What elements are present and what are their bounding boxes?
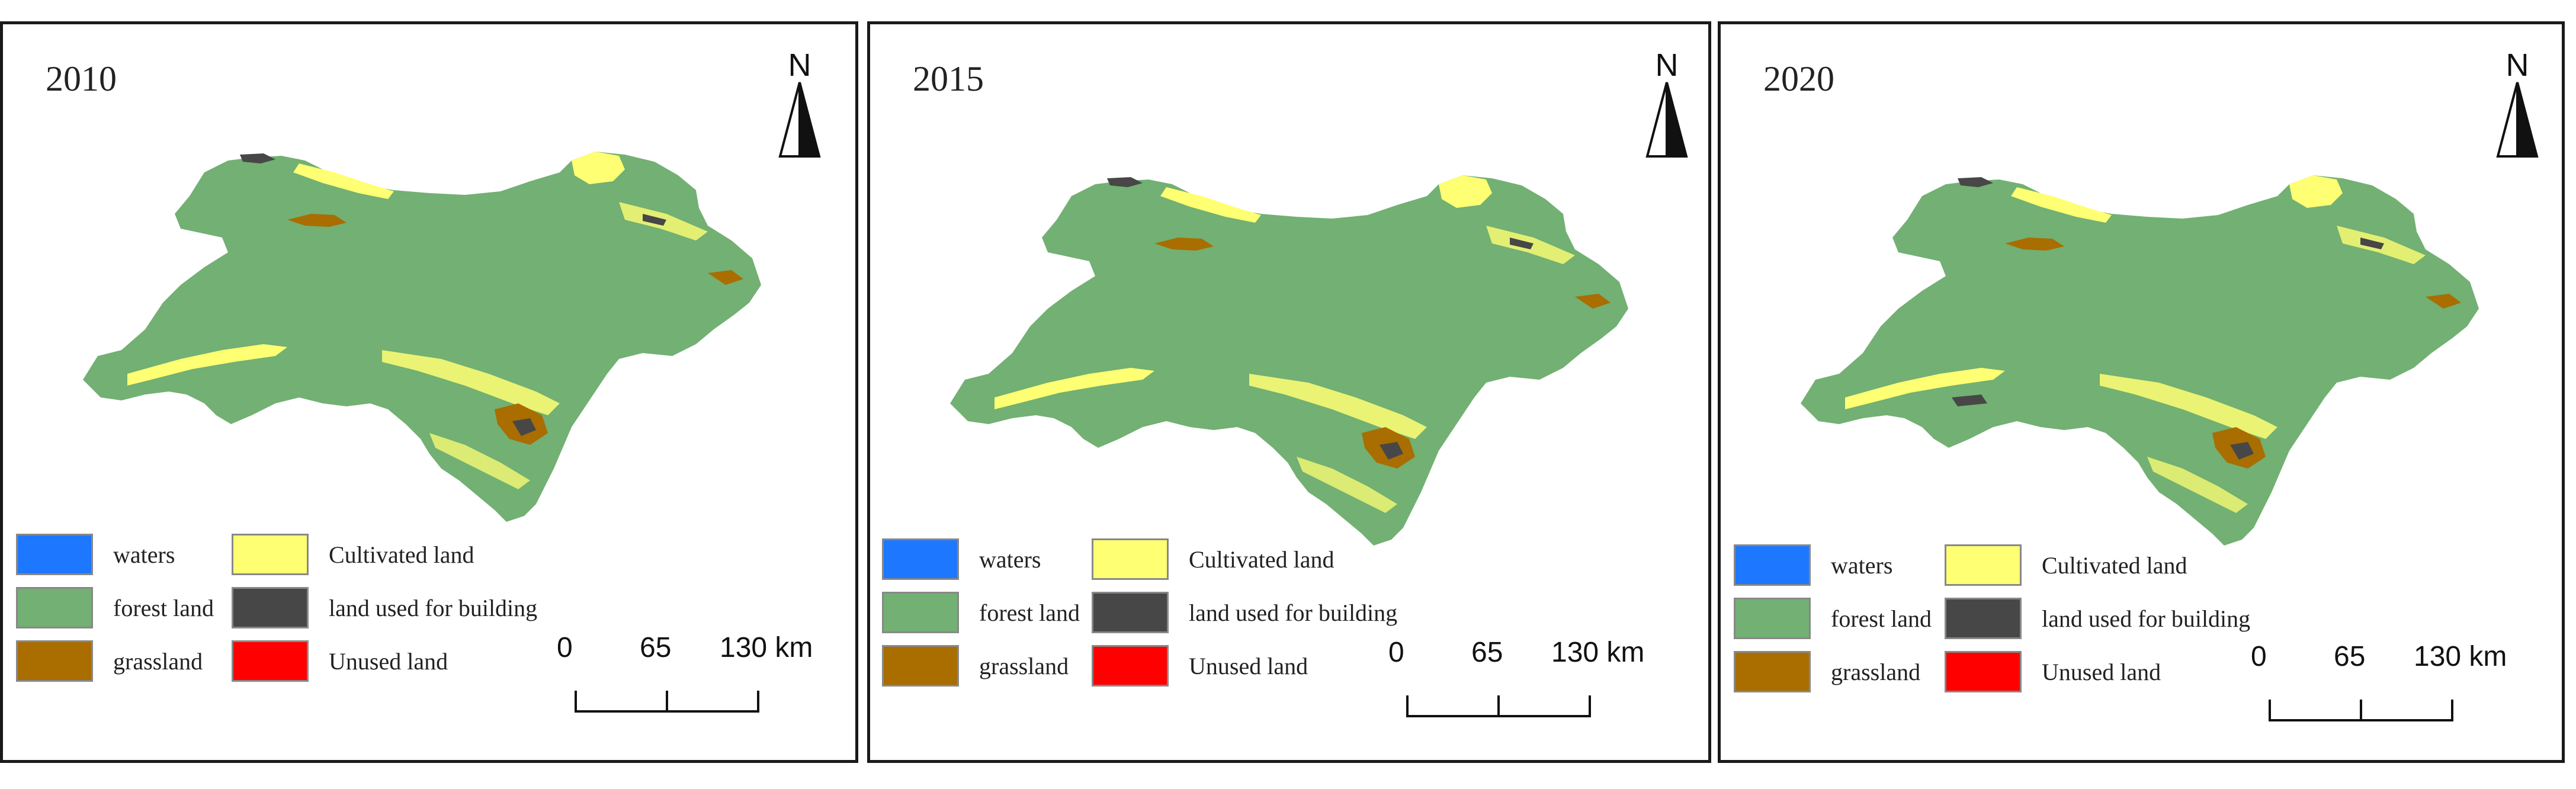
scale-bar: 0 65 130 km xyxy=(2251,640,2507,729)
legend-label: grassland xyxy=(979,652,1069,679)
legend-swatch xyxy=(16,640,93,682)
legend-label: Unused land xyxy=(2042,658,2161,685)
legend-swatch xyxy=(882,592,959,633)
scale-label-65: 65 xyxy=(2334,641,2366,672)
panel-year-label: 2010 xyxy=(46,59,117,98)
scale-label-65: 65 xyxy=(640,632,672,663)
legend-item-unused: Unused land xyxy=(1092,645,1308,687)
legend-swatch xyxy=(16,587,93,628)
legend-swatch xyxy=(1734,651,1811,692)
scale-label-130: 130 km xyxy=(1551,637,1645,668)
map-panel-2020: 2020 N waters forest land grassland Cult… xyxy=(1718,21,2565,763)
legend-swatch xyxy=(232,587,309,628)
scale-bar: 0 65 130 km xyxy=(1388,636,1644,725)
legend-swatch xyxy=(1945,651,2022,692)
scale-label-0: 0 xyxy=(557,632,573,663)
north-arrow-icon: N xyxy=(773,47,826,165)
legend-label: grassland xyxy=(1831,658,1921,685)
scale-label-0: 0 xyxy=(1388,637,1404,668)
legend-label: land used for building xyxy=(329,594,538,621)
land-use-map-2020 xyxy=(1801,175,2479,546)
legend-item-forest: forest land xyxy=(1734,598,1932,639)
north-letter: N xyxy=(1655,47,1679,83)
legend-label: Unused land xyxy=(1189,652,1308,679)
north-letter: N xyxy=(788,47,811,83)
north-letter: N xyxy=(2506,47,2529,83)
legend-swatch xyxy=(1734,598,1811,639)
legend-item-unused: Unused land xyxy=(232,640,448,682)
scale-label-130: 130 km xyxy=(2414,641,2507,672)
legend-label: grassland xyxy=(113,647,203,675)
map-panel-2010: 2010 N waters forest land grassland Cult… xyxy=(0,21,858,763)
legend-label: forest land xyxy=(979,599,1080,626)
scale-label-130: 130 km xyxy=(720,632,813,663)
legend-label: land used for building xyxy=(1189,599,1398,626)
legend-swatch xyxy=(1092,645,1169,687)
north-arrow-icon: N xyxy=(2491,47,2544,165)
map-panel-2015: 2015 N waters forest land grassland Cult… xyxy=(867,21,1711,763)
legend-swatch xyxy=(1945,598,2022,639)
legend-item-building: land used for building xyxy=(1945,598,2250,639)
legend-item-grassland: grassland xyxy=(882,645,1069,687)
legend-item-building: land used for building xyxy=(1092,592,1397,633)
land-use-map-2015 xyxy=(950,175,1628,546)
legend-label: land used for building xyxy=(2042,605,2251,632)
legend-item-forest: forest land xyxy=(16,587,214,628)
panel-year-label: 2015 xyxy=(913,59,984,98)
panel-year-label: 2020 xyxy=(1763,59,1834,98)
legend-item-building: land used for building xyxy=(232,587,537,628)
legend-item-unused: Unused land xyxy=(1945,651,2161,692)
legend-swatch xyxy=(1092,592,1169,633)
scale-label-65: 65 xyxy=(1471,637,1503,668)
scale-bar: 0 65 130 km xyxy=(557,631,813,720)
legend-item-forest: forest land xyxy=(882,592,1080,633)
legend-swatch xyxy=(882,645,959,687)
legend-label: forest land xyxy=(113,594,214,621)
north-arrow-icon: N xyxy=(1640,47,1693,165)
legend-label: forest land xyxy=(1831,605,1932,632)
legend-swatch xyxy=(232,640,309,682)
legend-item-grassland: grassland xyxy=(1734,651,1920,692)
legend-label: Unused land xyxy=(329,647,448,675)
legend-item-grassland: grassland xyxy=(16,640,203,682)
land-use-map-2010 xyxy=(83,152,761,522)
scale-label-0: 0 xyxy=(2251,641,2267,672)
